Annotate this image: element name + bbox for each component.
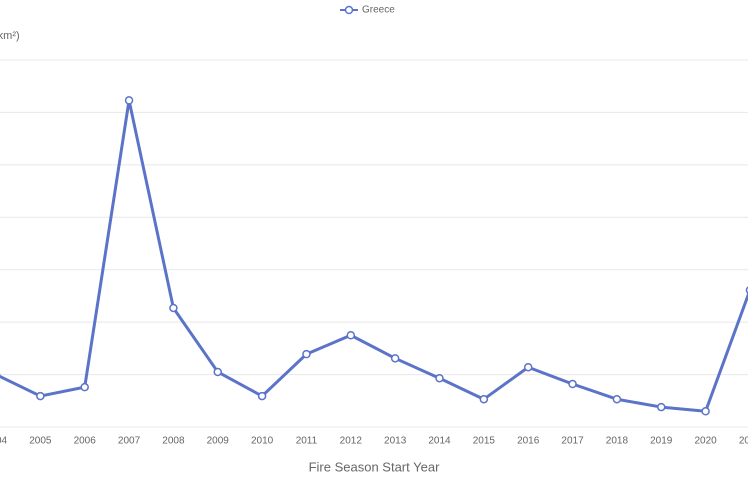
data-point (435, 373, 444, 383)
data-point (390, 354, 400, 363)
data-point (257, 391, 267, 401)
legend-marker (344, 5, 354, 15)
x-tick-label: 2007 (118, 436, 141, 447)
x-tick-label: 2014 (428, 436, 451, 447)
data-point (612, 394, 622, 404)
x-tick-label: 2020 (694, 436, 717, 447)
x-tick-label: 2005 (29, 436, 52, 447)
x-tick-label: 2010 (251, 436, 274, 447)
x-tick-label: 2016 (517, 436, 540, 447)
x-tick-label: 2006 (74, 436, 97, 447)
data-point (213, 367, 222, 377)
x-tick-label: 2009 (207, 436, 230, 447)
x-tick-label: 2011 (296, 436, 318, 447)
data-point (657, 402, 666, 412)
x-tick-label: 2004 (0, 436, 8, 447)
data-point (346, 331, 356, 340)
x-tick-label: 2008 (162, 436, 185, 447)
data-point (80, 382, 89, 392)
x-tick-label: 2021 (739, 436, 748, 447)
legend-label: Greece (362, 5, 395, 16)
y-axis-title: (km²) (0, 30, 20, 42)
x-tick-label: 2018 (606, 436, 629, 447)
data-point (479, 394, 489, 404)
data-point (701, 407, 710, 416)
data-point (302, 349, 311, 359)
x-tick-label: 2019 (650, 436, 673, 447)
x-tick-label: 2013 (384, 436, 407, 447)
x-tick-label: 2012 (340, 436, 363, 447)
data-point (169, 303, 178, 313)
x-tick-label: 2015 (473, 436, 496, 447)
x-axis-title: Fire Season Start Year (309, 459, 440, 474)
x-tick-label: 2017 (561, 436, 584, 447)
data-point (124, 96, 134, 105)
data-point (568, 379, 577, 389)
data-point (523, 362, 533, 372)
data-line (0, 98, 748, 413)
data-point (36, 391, 45, 401)
